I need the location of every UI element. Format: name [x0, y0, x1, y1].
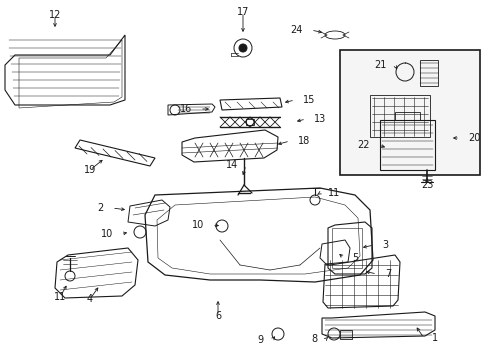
Text: 7: 7 — [384, 269, 390, 279]
Text: 20: 20 — [467, 133, 479, 143]
Text: 21: 21 — [374, 60, 386, 70]
Text: 15: 15 — [303, 95, 315, 105]
Bar — [419, 60, 437, 86]
Bar — [331, 228, 361, 268]
Bar — [245, 119, 253, 125]
Text: 1: 1 — [431, 333, 437, 343]
Bar — [394, 112, 419, 120]
Bar — [379, 120, 434, 170]
Text: 10: 10 — [101, 229, 113, 239]
Text: 13: 13 — [313, 114, 325, 124]
Text: 22: 22 — [357, 140, 369, 150]
Text: 19: 19 — [84, 165, 96, 175]
Text: 2: 2 — [98, 203, 104, 213]
Text: 17: 17 — [236, 7, 249, 17]
Text: 3: 3 — [381, 240, 387, 250]
Text: 11: 11 — [54, 292, 66, 302]
Text: 11: 11 — [327, 188, 340, 198]
Text: 14: 14 — [225, 160, 238, 170]
Bar — [339, 50, 479, 175]
Text: 16: 16 — [180, 104, 192, 114]
Circle shape — [239, 44, 246, 52]
Text: 10: 10 — [191, 220, 203, 230]
Bar — [369, 95, 429, 137]
Text: 24: 24 — [290, 25, 303, 35]
Text: 18: 18 — [297, 136, 309, 146]
Text: 9: 9 — [257, 335, 264, 345]
Text: 8: 8 — [311, 334, 317, 344]
Text: 23: 23 — [420, 180, 432, 190]
Text: 6: 6 — [215, 311, 221, 321]
Text: 5: 5 — [351, 253, 358, 263]
Text: 12: 12 — [49, 10, 61, 20]
Bar — [339, 330, 351, 339]
Text: 4: 4 — [87, 294, 93, 304]
